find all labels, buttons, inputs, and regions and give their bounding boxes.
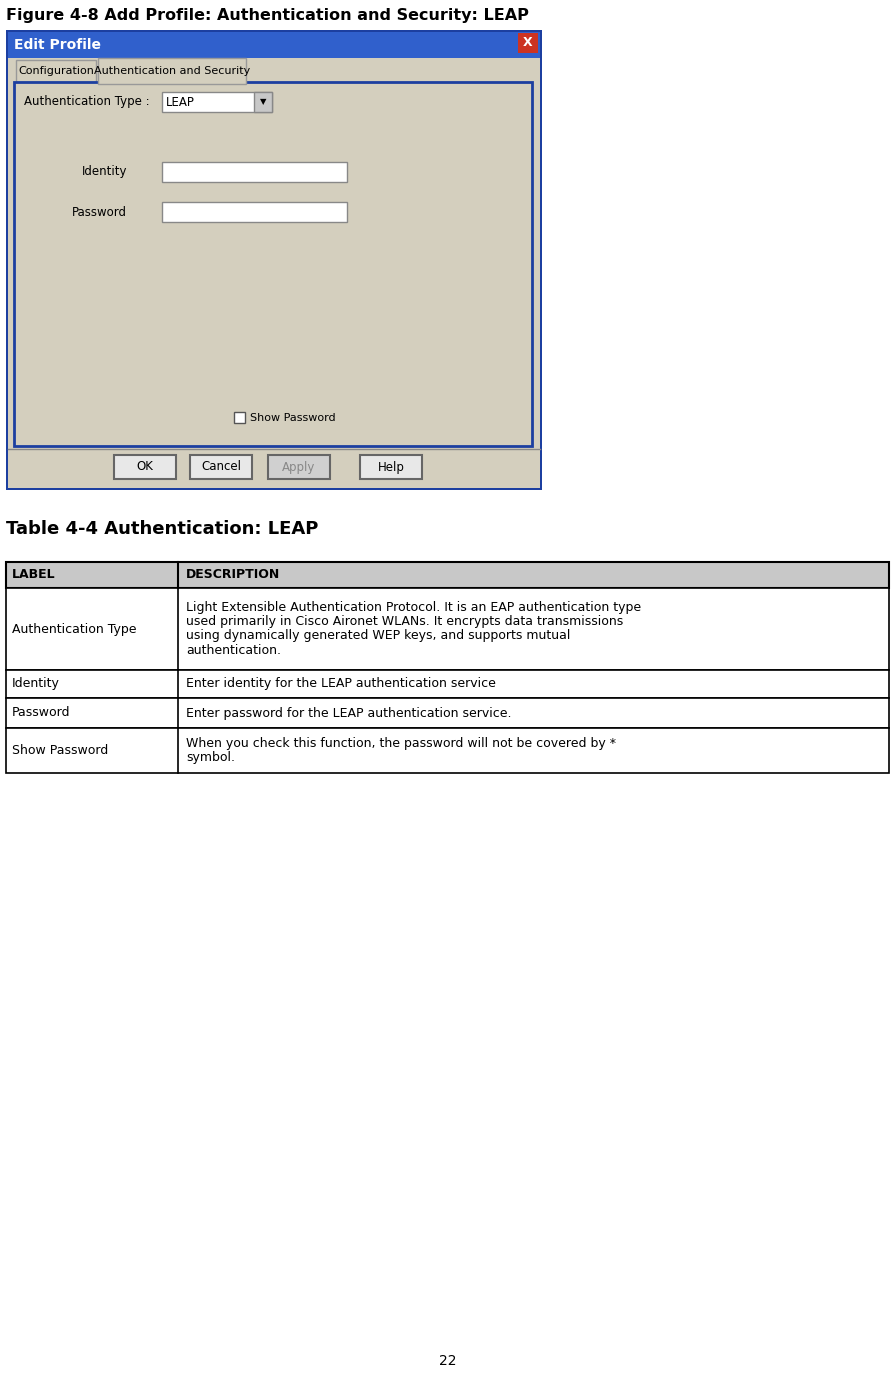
Text: Apply: Apply	[282, 461, 316, 473]
Bar	[6, 563, 888, 587]
Text: Cancel: Cancel	[201, 461, 240, 473]
Text: Enter identity for the LEAP authentication service: Enter identity for the LEAP authenticati…	[186, 677, 495, 691]
Bar	[6, 670, 888, 698]
Text: Enter password for the LEAP authentication service.: Enter password for the LEAP authenticati…	[186, 706, 511, 720]
Text: using dynamically generated WEP keys, and supports mutual: using dynamically generated WEP keys, an…	[186, 629, 569, 643]
Text: LEAP: LEAP	[165, 95, 195, 109]
Text: When you check this function, the password will not be covered by *: When you check this function, the passwo…	[186, 736, 615, 750]
Text: Authentication Type :: Authentication Type :	[24, 95, 149, 109]
Text: DESCRIPTION: DESCRIPTION	[186, 568, 280, 582]
Text: Table 4-4 Authentication: LEAP: Table 4-4 Authentication: LEAP	[6, 520, 318, 538]
Text: Edit Profile: Edit Profile	[14, 39, 101, 52]
Bar	[6, 728, 888, 774]
Text: Authentication and Security: Authentication and Security	[94, 66, 249, 76]
Bar	[518, 33, 537, 52]
Text: Identity: Identity	[82, 165, 127, 178]
Text: Show Password: Show Password	[249, 412, 335, 423]
Bar	[97, 58, 246, 84]
Bar	[6, 30, 542, 490]
Bar	[14, 81, 531, 445]
Bar	[162, 92, 272, 112]
Bar	[190, 455, 252, 479]
Bar	[114, 455, 176, 479]
Text: authentication.: authentication.	[186, 644, 281, 656]
Text: OK: OK	[137, 461, 153, 473]
Bar	[6, 698, 888, 728]
Bar	[6, 587, 888, 670]
Bar	[233, 412, 245, 423]
Text: symbol.: symbol.	[186, 752, 235, 764]
Text: ▼: ▼	[259, 98, 266, 106]
Text: X: X	[523, 36, 532, 50]
Text: 22: 22	[438, 1354, 456, 1368]
Bar	[162, 161, 347, 182]
Bar	[267, 455, 330, 479]
Text: LABEL: LABEL	[12, 568, 55, 582]
Text: Configuration: Configuration	[18, 66, 94, 76]
Text: Show Password: Show Password	[12, 745, 108, 757]
Text: Identity: Identity	[12, 677, 60, 691]
Bar	[16, 61, 96, 81]
Text: Help: Help	[377, 461, 404, 473]
Bar	[8, 58, 539, 488]
Text: Light Extensible Authentication Protocol. It is an EAP authentication type: Light Extensible Authentication Protocol…	[186, 601, 640, 615]
Bar	[254, 92, 272, 112]
Bar	[162, 201, 347, 222]
Bar	[359, 455, 422, 479]
Text: used primarily in Cisco Aironet WLANs. It encrypts data transmissions: used primarily in Cisco Aironet WLANs. I…	[186, 615, 622, 629]
Text: Figure 4-8 Add Profile: Authentication and Security: LEAP: Figure 4-8 Add Profile: Authentication a…	[6, 8, 528, 23]
Text: Password: Password	[12, 706, 71, 720]
Text: Password: Password	[72, 205, 127, 218]
Bar	[8, 32, 539, 58]
Text: Authentication Type: Authentication Type	[12, 622, 137, 636]
